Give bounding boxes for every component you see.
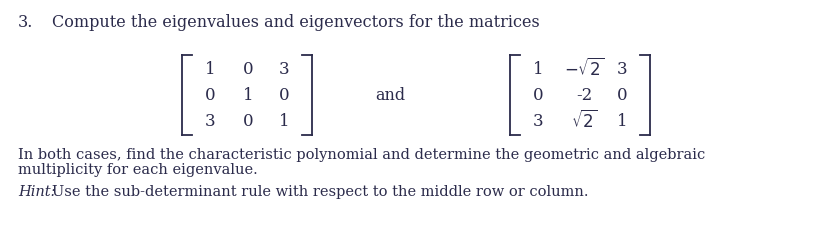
Text: 3: 3	[617, 61, 627, 77]
Text: and: and	[375, 86, 405, 104]
Text: 0: 0	[617, 86, 627, 104]
Text: Compute the eigenvalues and eigenvectors for the matrices: Compute the eigenvalues and eigenvectors…	[52, 14, 540, 31]
Text: 3: 3	[279, 61, 290, 77]
Text: -2: -2	[576, 86, 592, 104]
Text: $\sqrt{2}$: $\sqrt{2}$	[571, 110, 597, 132]
Text: multiplicity for each eigenvalue.: multiplicity for each eigenvalue.	[18, 163, 258, 177]
Text: Hint:: Hint:	[18, 185, 56, 199]
Text: 1: 1	[205, 61, 215, 77]
Text: 3: 3	[532, 113, 543, 129]
Text: 1: 1	[279, 113, 290, 129]
Text: 0: 0	[532, 86, 543, 104]
Text: 0: 0	[243, 113, 253, 129]
Text: 3: 3	[205, 113, 215, 129]
Text: 1: 1	[617, 113, 627, 129]
Text: 0: 0	[243, 61, 253, 77]
Text: 3.: 3.	[18, 14, 33, 31]
Text: 0: 0	[279, 86, 290, 104]
Text: 1: 1	[243, 86, 253, 104]
Text: 0: 0	[205, 86, 215, 104]
Text: Use the sub-determinant rule with respect to the middle row or column.: Use the sub-determinant rule with respec…	[52, 185, 588, 199]
Text: In both cases, find the characteristic polynomial and determine the geometric an: In both cases, find the characteristic p…	[18, 148, 706, 162]
Text: $-\sqrt{2}$: $-\sqrt{2}$	[564, 58, 604, 80]
Text: 1: 1	[532, 61, 543, 77]
